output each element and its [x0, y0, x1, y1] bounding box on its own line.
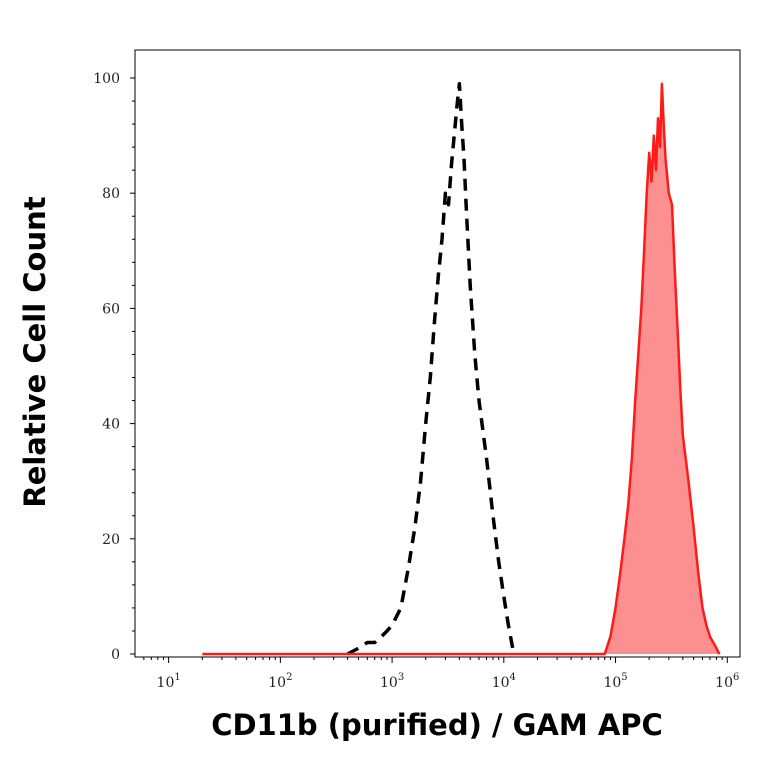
- y-axis-title: Relative Cell Count: [18, 196, 52, 507]
- dashed-histogram-line: [346, 82, 518, 656]
- plot-frame: [134, 49, 741, 658]
- red-histogram-line: [202, 82, 721, 656]
- y-tick-label: 0: [111, 647, 120, 663]
- x-tick-label: 103: [380, 672, 404, 691]
- red-histogram-fill: [202, 83, 720, 655]
- x-tick-label: 104: [492, 672, 516, 691]
- y-axis: 0 20 40 60 80 100: [93, 71, 135, 663]
- x-axis-title: CD11b (purified) / GAM APC: [211, 708, 663, 742]
- y-tick-label: 20: [102, 532, 120, 548]
- x-axis: 101 102 103 104 105 106: [143, 657, 739, 691]
- x-tick-label: 106: [715, 672, 739, 691]
- x-tick-label: 105: [603, 672, 627, 691]
- series-layer: [202, 82, 721, 656]
- y-tick-label: 100: [93, 71, 120, 87]
- x-tick-label: 101: [157, 672, 181, 691]
- y-tick-label: 40: [102, 417, 120, 433]
- x-tick-label: 102: [268, 672, 292, 691]
- y-tick-label: 60: [102, 301, 120, 317]
- y-tick-label: 80: [102, 186, 120, 202]
